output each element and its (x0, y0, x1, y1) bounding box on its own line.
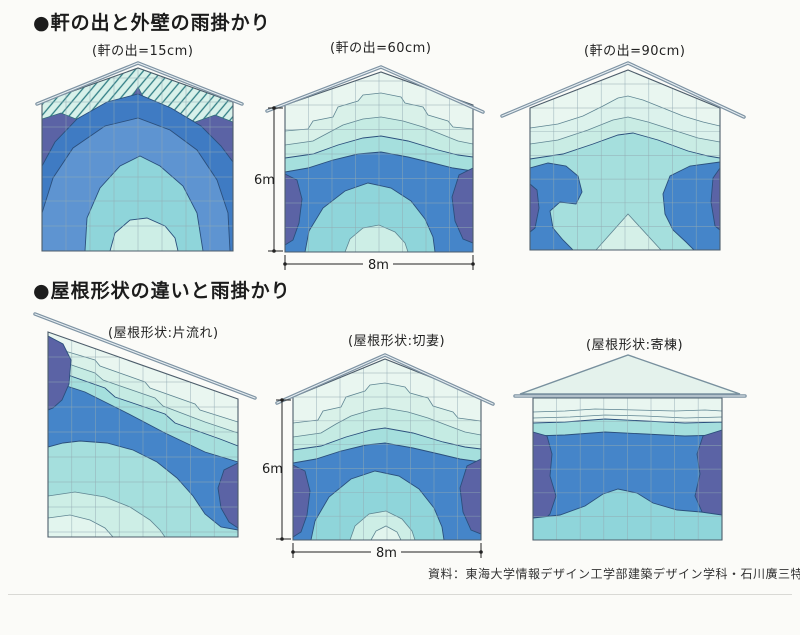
contour-band-mint-mound (344, 224, 409, 252)
contour-band-cyan (84, 155, 204, 251)
height-dimension-label: 6m (262, 462, 283, 477)
diagram-eave60-label: (軒の出=60cm) (330, 41, 432, 56)
height-dimension-label: 6m (254, 173, 275, 188)
roof-line-highlight (276, 354, 494, 405)
diagram-eave15-label: (軒の出=15cm) (92, 44, 194, 59)
diagram-roof-gable: 6m 8m (262, 353, 495, 561)
roof-line-highlight (36, 62, 243, 105)
contour-line-2 (533, 414, 722, 419)
roof-line-highlight (266, 66, 484, 113)
hip-roof-shape (519, 354, 741, 395)
diagram-roof-hip (513, 354, 747, 541)
grid (533, 398, 722, 540)
diagram-roof-shed (33, 312, 257, 538)
grid (530, 70, 720, 250)
contour-band-mint-mound (349, 510, 416, 540)
wall-outline (532, 397, 723, 541)
contour-purple-topleft (48, 335, 72, 411)
wall-outline (284, 71, 474, 253)
diagram-eave-90cm (500, 61, 746, 251)
scan-edge-line (8, 594, 792, 595)
section1-title: ●軒の出と外壁の雨掛かり (33, 12, 271, 34)
contour-purple-left (530, 183, 540, 233)
wall-outline (47, 331, 239, 538)
contour-purple-right (459, 458, 481, 535)
width-dimension-label: 8m (376, 546, 397, 561)
contour-mint-strip2 (48, 514, 114, 537)
diagram-gable-label: (屋根形状:切妻) (348, 334, 446, 349)
grid (293, 359, 481, 540)
contour-purple-right (710, 166, 720, 231)
diagram-eave-60cm: 6m 8m (254, 65, 485, 273)
diagram-shed-label: (屋根形状:片流れ) (108, 326, 219, 341)
width-dimension: 8m (291, 543, 483, 561)
contour-purple-right (451, 167, 473, 244)
contour-purple-right (217, 462, 238, 529)
contour-blue-left (530, 162, 583, 250)
contour-purple-left (293, 464, 311, 538)
contour-band-inner-light (370, 525, 402, 540)
diagram-hip-label: (屋根形状:寄棟) (586, 338, 684, 353)
contour-line-1 (533, 408, 722, 413)
grid (42, 68, 233, 251)
height-dimension: 6m (254, 106, 283, 253)
grid (285, 72, 473, 252)
diagram-eave-15cm (35, 61, 244, 252)
width-dimension: 8m (283, 255, 475, 273)
height-dimension: 6m (262, 398, 291, 541)
section2-title: ●屋根形状の違いと雨掛かり (33, 280, 291, 302)
width-dimension-label: 8m (368, 258, 389, 273)
roof-line-highlight (501, 62, 745, 118)
contour-blue-right (662, 161, 720, 250)
wall-outline (292, 358, 482, 541)
contour-mint-triangle (595, 213, 662, 250)
source-credit: 資料：東海大学情報デザイン工学部建築デザイン学科・石川廣三特任教授 (428, 567, 800, 581)
wall-outline (529, 69, 721, 251)
roof-line-highlight (34, 313, 256, 399)
wall-outline (41, 67, 234, 252)
diagram-eave90-label: (軒の出=90cm) (584, 44, 686, 59)
